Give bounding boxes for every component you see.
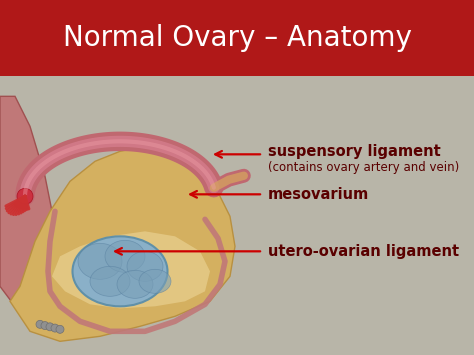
Text: mesovarium: mesovarium <box>268 187 369 202</box>
Text: utero-ovarian ligament: utero-ovarian ligament <box>268 244 459 259</box>
Ellipse shape <box>78 243 122 279</box>
Text: (contains ovary artery and vein): (contains ovary artery and vein) <box>268 161 459 174</box>
Text: Normal Ovary – Anatomy: Normal Ovary – Anatomy <box>63 24 411 52</box>
Text: suspensory ligament: suspensory ligament <box>268 144 441 159</box>
Polygon shape <box>10 146 235 341</box>
Polygon shape <box>0 96 60 311</box>
Circle shape <box>41 322 49 329</box>
Circle shape <box>56 325 64 333</box>
Ellipse shape <box>117 270 153 298</box>
Bar <box>0 0 474 76</box>
Ellipse shape <box>90 266 130 296</box>
Circle shape <box>17 188 33 204</box>
Circle shape <box>46 323 54 331</box>
Circle shape <box>36 320 44 328</box>
Ellipse shape <box>73 236 167 306</box>
Ellipse shape <box>105 240 145 272</box>
Ellipse shape <box>127 251 163 281</box>
Polygon shape <box>52 231 210 308</box>
Circle shape <box>51 324 59 332</box>
Ellipse shape <box>139 269 171 293</box>
